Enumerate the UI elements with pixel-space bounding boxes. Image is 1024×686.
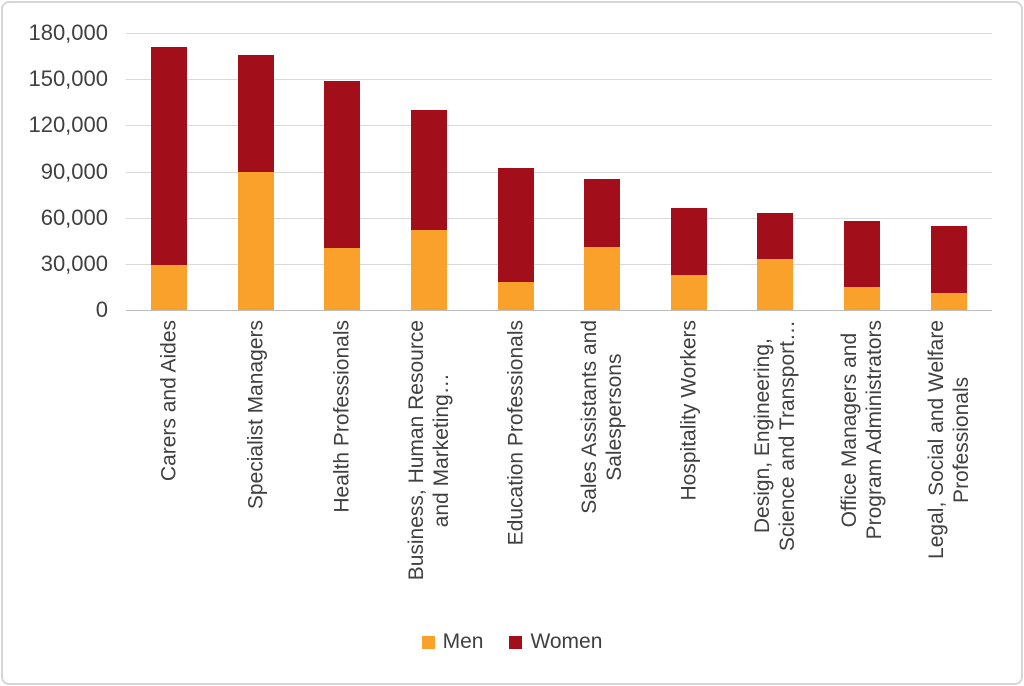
stacked-bar bbox=[670, 0, 707, 310]
bar-segment-men[interactable] bbox=[757, 259, 794, 310]
bar-segment-women[interactable] bbox=[411, 109, 448, 230]
bar-slot bbox=[386, 0, 473, 310]
legend: Men Women bbox=[0, 630, 1024, 654]
y-axis-tick-label: 0 bbox=[95, 297, 108, 322]
bar-segment-women[interactable] bbox=[670, 208, 707, 275]
bar-segment-men[interactable] bbox=[497, 282, 534, 310]
bar-slot bbox=[213, 0, 300, 310]
y-axis-tick-label: 120,000 bbox=[28, 112, 108, 138]
gridline bbox=[126, 79, 992, 81]
y-axis-tick-label: 150,000 bbox=[28, 66, 108, 92]
x-axis-labels: Carers and Aides Specialist Managers Healt… bbox=[126, 310, 992, 615]
x-axis-label-cell: Hospitality Workers bbox=[646, 310, 733, 615]
bar-segment-women[interactable] bbox=[324, 80, 361, 249]
x-axis-label-cell: Carers and Aides bbox=[126, 310, 213, 615]
bar-segment-men[interactable] bbox=[324, 248, 361, 310]
bar-segment-men[interactable] bbox=[237, 171, 274, 310]
bar-slot bbox=[819, 0, 906, 310]
y-axis-tick-label: 90,000 bbox=[40, 158, 108, 184]
x-axis-label: Business, Human Resource and Marketing… bbox=[405, 320, 454, 581]
legend-item-women[interactable]: Women bbox=[509, 630, 602, 654]
x-axis-label: Specialist Managers bbox=[244, 320, 268, 510]
gridline bbox=[126, 33, 992, 34]
x-axis-label-cell: Legal, Social and Welfare Professionals bbox=[905, 310, 992, 615]
x-axis-label: Hospitality Workers bbox=[677, 320, 701, 501]
bar-slot bbox=[732, 0, 819, 310]
bar-slot bbox=[299, 0, 386, 310]
x-axis-label-cell: Business, Human Resource and Marketing… bbox=[386, 310, 473, 615]
bar-segment-men[interactable] bbox=[844, 286, 881, 310]
bar-segment-men[interactable] bbox=[411, 229, 448, 310]
gridline bbox=[126, 171, 992, 173]
y-axis-tick-label: 180,000 bbox=[28, 20, 108, 45]
bar-segment-women[interactable] bbox=[930, 226, 967, 294]
bar-segment-women[interactable] bbox=[497, 168, 534, 283]
legend-label-women: Women bbox=[530, 630, 603, 653]
stacked-bar bbox=[584, 0, 621, 310]
x-axis-label-cell: Sales Assistants and Salespersons bbox=[559, 310, 646, 615]
y-axis-tick-label: 60,000 bbox=[40, 204, 108, 230]
bar-segment-men[interactable] bbox=[151, 265, 188, 310]
stacked-bar bbox=[237, 0, 274, 310]
x-axis-label: Office Managers and Program Administrato… bbox=[838, 320, 887, 540]
bar-slot bbox=[472, 0, 559, 310]
x-axis-label-cell: Health Professionals bbox=[299, 310, 386, 615]
bar-slot bbox=[646, 0, 733, 310]
legend-item-men[interactable]: Men bbox=[421, 630, 484, 654]
bar-segment-women[interactable] bbox=[844, 220, 881, 287]
bar-segment-men[interactable] bbox=[584, 246, 621, 310]
stacked-bar bbox=[497, 0, 534, 310]
stacked-bar bbox=[844, 0, 881, 310]
bar-slot bbox=[126, 0, 213, 310]
stacked-bar bbox=[324, 0, 361, 310]
bar-segment-men[interactable] bbox=[930, 293, 967, 310]
legend-label-men: Men bbox=[442, 630, 484, 653]
stacked-bar bbox=[757, 0, 794, 310]
x-axis-label-cell: Office Managers and Program Administrato… bbox=[819, 310, 906, 615]
x-axis-line bbox=[126, 310, 992, 311]
bar-segment-women[interactable] bbox=[757, 213, 794, 260]
stacked-bar bbox=[151, 0, 188, 310]
bar-segment-women[interactable] bbox=[151, 46, 188, 266]
bar-slot bbox=[559, 0, 646, 310]
bar-segment-women[interactable] bbox=[237, 54, 274, 172]
gridline bbox=[126, 263, 992, 265]
x-axis-label: Education Professionals bbox=[504, 320, 528, 546]
x-axis-label: Carers and Aides bbox=[157, 320, 181, 482]
gridline bbox=[126, 125, 992, 127]
stacked-bar bbox=[411, 0, 448, 310]
x-axis-label: Legal, Social and Welfare Professionals bbox=[924, 320, 973, 559]
x-axis-label-cell: Education Professionals bbox=[472, 310, 559, 615]
x-axis-label-cell: Design, Engineering, Science and Transpo… bbox=[732, 310, 819, 615]
women-color-swatch bbox=[509, 635, 523, 649]
bar-segment-women[interactable] bbox=[584, 179, 621, 247]
x-axis-label: Health Professionals bbox=[330, 320, 354, 513]
bar-segment-men[interactable] bbox=[670, 274, 707, 310]
x-axis-label-cell: Specialist Managers bbox=[213, 310, 300, 615]
bar-slot bbox=[905, 0, 992, 310]
plot-area bbox=[126, 0, 992, 311]
y-axis-tick-label: 30,000 bbox=[40, 250, 108, 276]
x-axis-label: Sales Assistants and Salespersons bbox=[578, 320, 627, 514]
men-color-swatch bbox=[421, 635, 435, 649]
stacked-bar bbox=[930, 0, 967, 310]
gridline bbox=[126, 217, 992, 219]
x-axis-label: Design, Engineering, Science and Transpo… bbox=[751, 320, 800, 552]
